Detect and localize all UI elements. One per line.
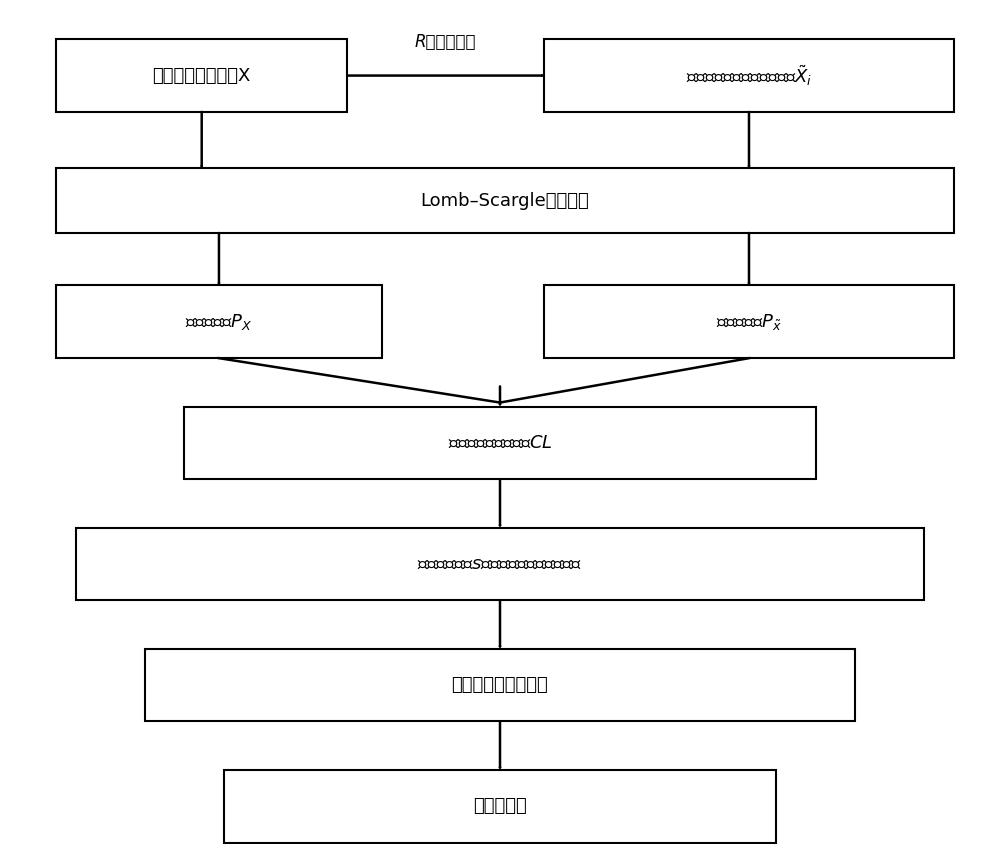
Bar	[544, 39, 954, 112]
Text: 计算各频点置信水平$CL$: 计算各频点置信水平$CL$	[448, 434, 552, 452]
Bar	[56, 39, 347, 112]
Text: 确定周期项: 确定周期项	[473, 798, 527, 815]
Text: 随机重排后的坐标时间序列$\tilde{X}_i$: 随机重排后的坐标时间序列$\tilde{X}_i$	[686, 63, 812, 88]
Bar	[76, 528, 924, 600]
Text: 功率谱密度$P_X$: 功率谱密度$P_X$	[185, 311, 253, 332]
Text: 功率谱密度$P_{\tilde{x}}$: 功率谱密度$P_{\tilde{x}}$	[716, 311, 782, 332]
Text: R次随机重排: R次随机重排	[415, 34, 477, 51]
Bar	[224, 770, 776, 842]
Bar	[184, 407, 816, 479]
Text: 原始坐标时间序列X: 原始坐标时间序列X	[153, 67, 251, 84]
Bar	[145, 649, 855, 722]
Text: 根据置信阈值$s$筛选得到去噪后的功率谱: 根据置信阈值$s$筛选得到去噪后的功率谱	[417, 555, 583, 573]
Text: 划分主频点辐射区域: 划分主频点辐射区域	[452, 676, 548, 694]
Bar	[56, 169, 954, 233]
Text: Lomb–Scargle周期图法: Lomb–Scargle周期图法	[421, 192, 589, 209]
Bar	[56, 285, 382, 358]
Bar	[544, 285, 954, 358]
